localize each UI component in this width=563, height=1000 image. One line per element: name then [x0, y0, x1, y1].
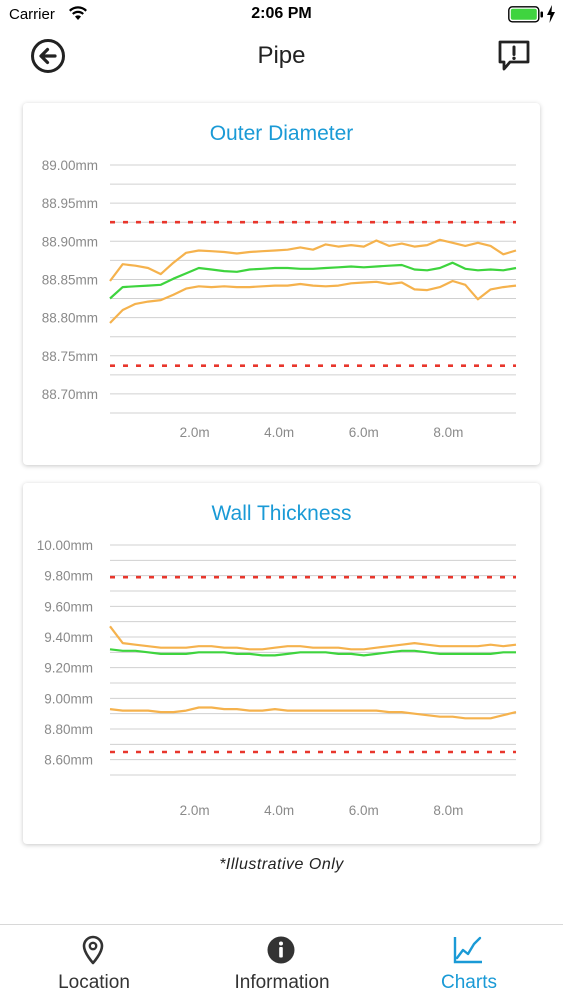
- tab-label: Location: [58, 972, 130, 993]
- series-line-mean: [109, 261, 517, 300]
- y-tick-label: 88.80mm: [42, 311, 98, 326]
- status-time: 2:06 PM: [251, 5, 312, 22]
- y-tick-label: 9.20mm: [44, 661, 93, 676]
- wall-thickness-card: Wall Thickness 10.00mm 9.80mm 9.60mm 9.40mm…: [23, 483, 540, 844]
- y-tick-label: 88.85mm: [42, 272, 98, 287]
- y-tick-label: 88.90mm: [42, 234, 98, 249]
- series-line-mean: [109, 648, 516, 657]
- charging-icon: [547, 5, 555, 23]
- y-tick-label: 9.40mm: [44, 630, 93, 645]
- status-bar: Carrier 2:06 PM: [0, 0, 563, 30]
- series-line-lower-band: [109, 706, 517, 720]
- chart-title: Outer Diameter: [209, 122, 354, 145]
- x-tick-label: 2.0m: [180, 803, 210, 818]
- carrier-label: Carrier: [9, 6, 55, 23]
- info-icon: [267, 936, 295, 964]
- y-tick-label: 8.60mm: [44, 753, 93, 768]
- y-tick-label: 8.80mm: [44, 722, 93, 737]
- x-tick-label: 4.0m: [264, 425, 294, 440]
- report-exclamation-icon: [498, 40, 530, 71]
- x-tick-label: 6.0m: [349, 425, 379, 440]
- chart-title: Wall Thickness: [211, 502, 352, 525]
- tab-location[interactable]: Location: [0, 925, 188, 1000]
- x-tick-label: 2.0m: [180, 425, 210, 440]
- nav-bar: Pipe: [0, 30, 563, 86]
- y-tick-label: 9.00mm: [44, 691, 93, 706]
- y-tick-label: 9.60mm: [44, 599, 93, 614]
- y-tick-label: 9.80mm: [44, 569, 93, 584]
- report-issue-button[interactable]: [495, 37, 533, 75]
- y-tick-label: 88.75mm: [42, 349, 98, 364]
- line-chart-icon: [453, 936, 482, 964]
- wall-thickness-chart: 10.00mm 9.80mm 9.60mm 9.40mm 9.20mm 9.00mm 8.8…: [37, 538, 517, 818]
- battery-icon: [508, 6, 543, 23]
- x-tick-label: 4.0m: [264, 803, 294, 818]
- x-tick-label: 6.0m: [349, 803, 379, 818]
- tab-label: Charts: [441, 972, 497, 993]
- tab-charts[interactable]: Charts: [375, 925, 563, 1000]
- y-tick-label: 89.00mm: [42, 158, 98, 173]
- series-line-upper-band: [109, 625, 517, 651]
- location-pin-icon: [82, 935, 104, 965]
- y-tick-label: 10.00mm: [37, 538, 93, 553]
- y-tick-label: 88.70mm: [42, 387, 98, 402]
- wifi-icon: [69, 6, 87, 20]
- series-line-lower-band: [109, 279, 517, 324]
- back-arrow-circle-icon: [31, 39, 65, 73]
- tab-label: Information: [234, 972, 330, 993]
- outer-diameter-card: Outer Diameter 89.00mm 88.95mm 88.90mm 88.8…: [23, 103, 540, 465]
- y-tick-label: 88.95mm: [42, 196, 98, 211]
- back-button[interactable]: [30, 38, 66, 74]
- x-tick-label: 8.0m: [433, 425, 463, 440]
- footnote: *Illustrative Only: [219, 856, 344, 873]
- tab-information[interactable]: Information: [188, 925, 376, 1000]
- page-title: Pipe: [257, 42, 306, 69]
- tab-bar: Location Information Charts: [0, 924, 563, 1000]
- outer-diameter-chart: 89.00mm 88.95mm 88.90mm 88.85mm 88.80mm 88.75…: [42, 158, 517, 440]
- x-tick-label: 8.0m: [433, 803, 463, 818]
- series-line-upper-band: [109, 238, 517, 282]
